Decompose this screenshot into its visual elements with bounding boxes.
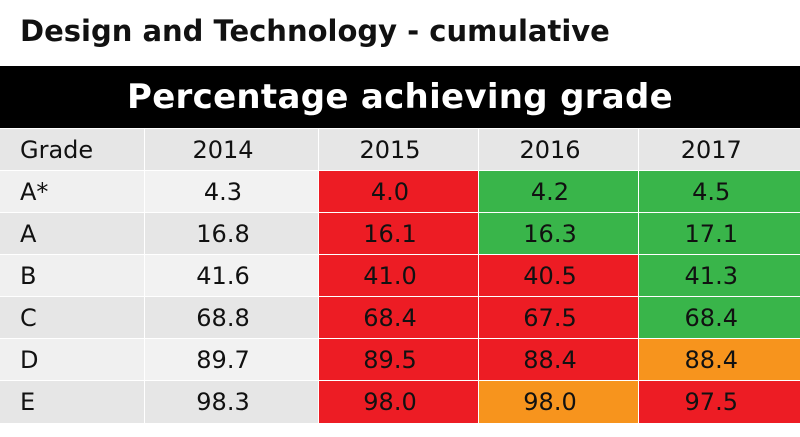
table-row: A* 4.3 4.0 4.2 4.5 [0,170,800,213]
value-cell-red: 68.4 [317,296,478,339]
table-row: A 16.8 16.1 16.3 17.1 [0,212,800,255]
column-header: 2016 [477,128,638,171]
value-cell-base: 89.7 [143,338,318,381]
grade-label: C [0,296,144,339]
grade-table: Grade 2014 2015 2016 2017 A* 4.3 4.0 4.2 4.5 A 16.8… [0,128,800,423]
value-cell-green: 17.1 [637,212,800,255]
value-cell-green: 4.2 [477,170,638,213]
column-header: 2017 [637,128,800,171]
table-row: D 89.7 89.5 88.4 88.4 [0,338,800,381]
value-cell-red: 89.5 [317,338,478,381]
value-cell-green: 4.5 [637,170,800,213]
value-cell-green: 16.3 [477,212,638,255]
grade-label: A* [0,170,144,213]
column-header: 2014 [143,128,318,171]
value-cell-red: 41.0 [317,254,478,297]
value-cell-red: 98.0 [317,380,478,423]
value-cell-red: 97.5 [637,380,800,423]
value-cell-base: 4.3 [143,170,318,213]
grade-label: A [0,212,144,255]
table-row: E 98.3 98.0 98.0 97.5 [0,380,800,423]
value-cell-red: 16.1 [317,212,478,255]
value-cell-base: 68.8 [143,296,318,339]
value-cell-red: 4.0 [317,170,478,213]
column-header: Grade [0,128,144,171]
value-cell-orange: 88.4 [637,338,800,381]
value-cell-red: 88.4 [477,338,638,381]
column-header: 2015 [317,128,478,171]
value-cell-red: 67.5 [477,296,638,339]
value-cell-green: 41.3 [637,254,800,297]
grade-label: B [0,254,144,297]
grade-label: E [0,380,144,423]
value-cell-base: 98.3 [143,380,318,423]
value-cell-green: 68.4 [637,296,800,339]
table-header-row: Grade 2014 2015 2016 2017 [0,128,800,171]
grade-label: D [0,338,144,381]
table-row: B 41.6 41.0 40.5 41.3 [0,254,800,297]
value-cell-base: 16.8 [143,212,318,255]
value-cell-orange: 98.0 [477,380,638,423]
value-cell-red: 40.5 [477,254,638,297]
value-cell-base: 41.6 [143,254,318,297]
table-row: C 68.8 68.4 67.5 68.4 [0,296,800,339]
page-title: Design and Technology - cumulative [20,14,610,48]
table-banner: Percentage achieving grade [0,66,800,128]
